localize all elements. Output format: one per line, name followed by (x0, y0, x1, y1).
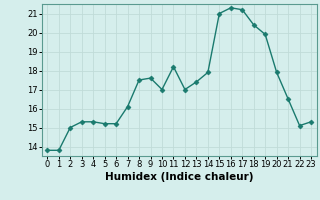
X-axis label: Humidex (Indice chaleur): Humidex (Indice chaleur) (105, 172, 253, 182)
